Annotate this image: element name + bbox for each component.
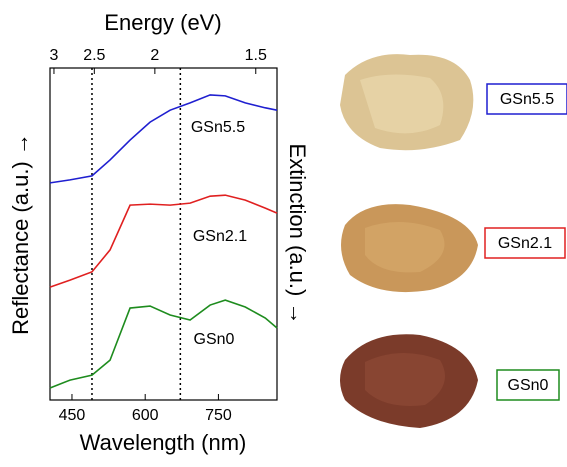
x-tick-label: 600 bbox=[132, 407, 159, 424]
powder-highlight bbox=[365, 353, 445, 406]
series-label: GSn2.1 bbox=[193, 228, 247, 245]
legend-label: GSn5.5 bbox=[500, 91, 554, 108]
powder-images bbox=[340, 54, 478, 428]
x2-tick-label: 2.5 bbox=[83, 47, 105, 64]
x2-axis-label: Energy (eV) bbox=[104, 10, 221, 35]
y-axis-label: Reflectance (a.u.) → bbox=[8, 133, 33, 335]
x-tick-label: 750 bbox=[205, 407, 232, 424]
series-label: GSn0 bbox=[194, 331, 235, 348]
x2-tick-label: 1.5 bbox=[245, 47, 267, 64]
x-axis-label: Wavelength (nm) bbox=[80, 430, 247, 455]
legend-label: GSn2.1 bbox=[498, 235, 552, 252]
legend-label: GSn0 bbox=[508, 377, 549, 394]
x2-tick-label: 3 bbox=[50, 47, 59, 64]
x2-tick-label: 2 bbox=[150, 47, 159, 64]
y2-axis-label: Extinction (a.u.) → bbox=[285, 144, 310, 325]
series-line bbox=[50, 300, 277, 388]
series-line bbox=[50, 95, 277, 183]
x-tick-label: 450 bbox=[59, 407, 86, 424]
figure: Reflectance (a.u.) → Extinction (a.u.) →… bbox=[0, 0, 567, 462]
series-label: GSn5.5 bbox=[191, 119, 245, 136]
page: Reflectance (a.u.) → Extinction (a.u.) →… bbox=[0, 0, 567, 467]
